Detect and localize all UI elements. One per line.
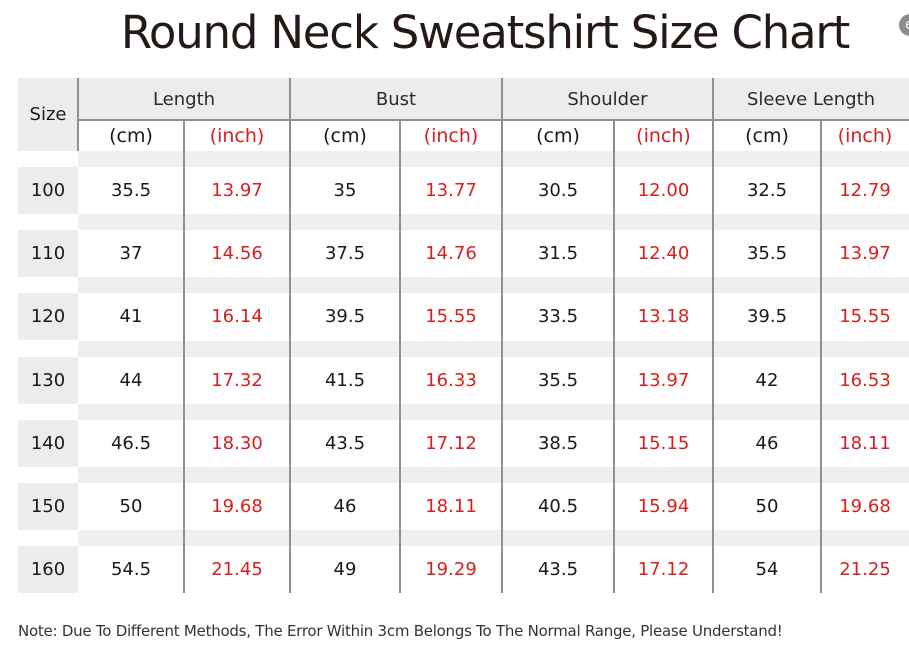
table-cell-inch: 19.68 bbox=[839, 496, 891, 517]
size-cell: 100 bbox=[18, 167, 78, 214]
table-cell-inch: 18.30 bbox=[211, 432, 263, 454]
footnote: Note: Due To Different Methods, The Erro… bbox=[18, 622, 783, 640]
row-separator-band bbox=[78, 467, 909, 483]
table-cell-cm: 41.5 bbox=[324, 369, 366, 391]
size-cell: 130 bbox=[18, 356, 78, 404]
table-cell-cm: 39.5 bbox=[324, 306, 366, 328]
table-cell-inch: 12.79 bbox=[839, 180, 891, 201]
table-cell-cm: 37 bbox=[119, 243, 143, 265]
table-cell-cm: 43.5 bbox=[537, 559, 579, 581]
table-cell-inch: 12.00 bbox=[637, 180, 690, 201]
table-cell-cm: 35.5 bbox=[537, 369, 579, 391]
table-cell-inch: 21.25 bbox=[839, 559, 891, 581]
table-cell-cm: 50 bbox=[755, 496, 779, 517]
table-cell-inch: 19.29 bbox=[425, 559, 477, 581]
group-divider-line bbox=[289, 78, 291, 594]
row-separator-band bbox=[78, 530, 909, 547]
table-cell-inch: 19.68 bbox=[211, 496, 263, 517]
row-separator-band bbox=[78, 403, 909, 420]
page-title: Round Neck Sweatshirt Size Chart bbox=[120, 6, 850, 59]
table-cell-cm: 35.5 bbox=[746, 243, 788, 265]
table-cell-cm: 32.5 bbox=[746, 180, 788, 201]
table-cell-cm: 38.5 bbox=[537, 432, 579, 454]
row-separator-band bbox=[78, 340, 909, 357]
table-cell-cm: 54 bbox=[755, 559, 779, 581]
size-cell: 110 bbox=[18, 230, 78, 278]
corner-badge: e bbox=[899, 14, 909, 36]
table-cell-cm: 40.5 bbox=[537, 496, 579, 517]
size-chart-table: Size Length Bust Shoulder Sleeve Length (cm)(… bbox=[18, 78, 909, 594]
table-cell-inch: 15.94 bbox=[637, 496, 690, 517]
table-cell-inch: 16.14 bbox=[211, 306, 263, 328]
column-group-header: Length bbox=[78, 78, 290, 120]
unit-header-cm: (cm) bbox=[713, 120, 821, 151]
unit-header-cm: (cm) bbox=[290, 120, 400, 151]
table-cell-inch: 13.97 bbox=[637, 369, 690, 391]
unit-header-inch: (inch) bbox=[400, 120, 502, 151]
row-separator-band bbox=[78, 214, 909, 231]
table-cell-inch: 13.97 bbox=[839, 243, 891, 265]
table-cell-inch: 15.55 bbox=[839, 306, 891, 328]
table-cell-inch: 18.11 bbox=[839, 432, 891, 454]
table-cell-inch: 15.55 bbox=[425, 306, 477, 328]
table-cell-cm: 46 bbox=[333, 496, 357, 517]
table-cell-cm: 35 bbox=[333, 180, 357, 201]
table-cell-inch: 15.15 bbox=[637, 432, 690, 454]
table-cell-cm: 49 bbox=[333, 559, 357, 581]
unit-header-inch: (inch) bbox=[821, 120, 909, 151]
table-cell-inch: 21.45 bbox=[211, 559, 263, 581]
column-group-header: Bust bbox=[290, 78, 502, 120]
header-divider-line bbox=[78, 119, 909, 121]
group-divider-line bbox=[712, 78, 714, 594]
unit-header-cm: (cm) bbox=[502, 120, 614, 151]
unit-divider-line bbox=[613, 120, 615, 594]
table-cell-inch: 14.76 bbox=[425, 243, 477, 265]
size-cell: 120 bbox=[18, 293, 78, 341]
column-group-header: Shoulder bbox=[502, 78, 713, 120]
table-cell-cm: 54.5 bbox=[110, 559, 152, 581]
group-divider-line bbox=[501, 78, 503, 594]
table-cell-inch: 18.11 bbox=[425, 496, 477, 517]
table-cell-cm: 39.5 bbox=[746, 306, 788, 328]
table-cell-inch: 14.56 bbox=[211, 243, 263, 265]
size-cell: 160 bbox=[18, 546, 78, 594]
table-cell-inch: 17.32 bbox=[211, 369, 263, 391]
table-cell-cm: 33.5 bbox=[537, 306, 579, 328]
row-separator-band bbox=[78, 277, 909, 294]
unit-header-inch: (inch) bbox=[614, 120, 713, 151]
table-cell-cm: 46.5 bbox=[110, 432, 152, 454]
table-cell-cm: 50 bbox=[119, 496, 143, 517]
table-cell-cm: 37.5 bbox=[324, 243, 366, 265]
table-cell-cm: 30.5 bbox=[537, 180, 579, 201]
size-header-label: Size bbox=[18, 78, 78, 151]
column-group-header: Sleeve Length bbox=[713, 78, 909, 120]
table-cell-cm: 41 bbox=[119, 306, 143, 328]
table-cell-inch: 13.18 bbox=[637, 306, 690, 328]
table-cell-cm: 46 bbox=[755, 432, 779, 454]
table-cell-cm: 31.5 bbox=[537, 243, 579, 265]
size-cell: 140 bbox=[18, 419, 78, 467]
table-cell-inch: 17.12 bbox=[637, 559, 690, 581]
table-cell-cm: 44 bbox=[119, 369, 143, 391]
table-cell-cm: 35.5 bbox=[110, 180, 152, 201]
unit-divider-line bbox=[399, 120, 401, 594]
unit-divider-line bbox=[820, 120, 822, 594]
size-cell: 150 bbox=[18, 483, 78, 530]
unit-header-inch: (inch) bbox=[184, 120, 290, 151]
table-cell-cm: 42 bbox=[755, 369, 779, 391]
table-cell-inch: 17.12 bbox=[425, 432, 477, 454]
table-cell-inch: 13.97 bbox=[211, 180, 263, 201]
table-cell-cm: 43.5 bbox=[324, 432, 366, 454]
table-cell-inch: 12.40 bbox=[637, 243, 690, 265]
unit-divider-line bbox=[183, 120, 185, 594]
unit-header-cm: (cm) bbox=[78, 120, 184, 151]
table-cell-inch: 16.33 bbox=[425, 369, 477, 391]
group-divider-line bbox=[77, 78, 79, 151]
table-cell-inch: 13.77 bbox=[425, 180, 477, 201]
table-cell-inch: 16.53 bbox=[839, 369, 891, 391]
header-separator-band bbox=[78, 151, 909, 167]
